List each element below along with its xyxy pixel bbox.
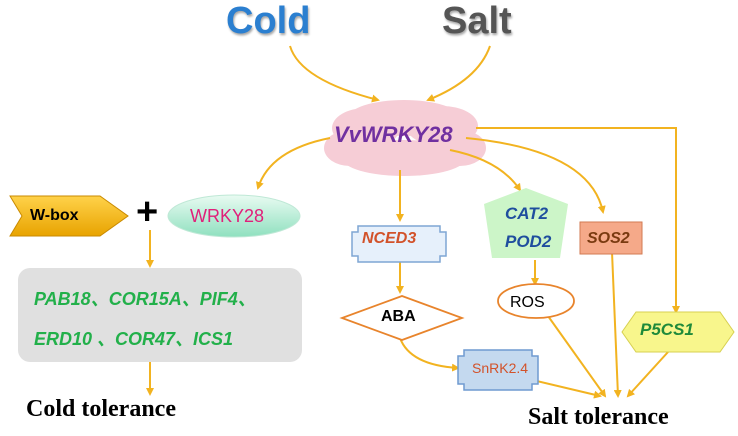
cold-stress-label: Cold <box>226 0 311 42</box>
arrow-ros-to-salt <box>547 315 607 398</box>
snrk-label: SnRK2.4 <box>472 360 529 376</box>
wbox-label: W-box <box>30 207 79 224</box>
pathway-arrows <box>146 45 680 399</box>
ros-label: ROS <box>510 294 545 311</box>
sos2-box <box>579 221 643 255</box>
salt-stress-label: Salt <box>442 0 512 42</box>
arrow-aba-to-snrk <box>399 337 460 372</box>
plus-sign: + <box>136 191 159 233</box>
sos2-label: SOS2 <box>587 230 630 247</box>
wrky28-label: WRKY28 <box>190 206 265 226</box>
wbox-arrow-shape <box>9 195 129 237</box>
cold-genes-line-1: PAB18、COR15A、PIF4、 <box>34 289 256 309</box>
nced3-box <box>351 225 447 263</box>
p5cs1-label: P5CS1 <box>640 320 694 339</box>
arrow-cold-to-cloud <box>289 45 380 103</box>
cold-genes-line-2: ERD10 、COR47、ICS1 <box>34 329 234 349</box>
cat2-label: CAT2 <box>505 204 549 223</box>
aba-label: ABA <box>381 308 416 325</box>
arrow-salt-to-cloud <box>426 45 491 102</box>
vvwrky28-label: VvWRKY28 <box>334 122 453 147</box>
snrk-box <box>457 349 539 391</box>
ros-ellipse <box>497 283 575 319</box>
cat2-pod2-pentagon <box>484 188 568 258</box>
gene-box <box>18 268 302 362</box>
wrky28-ellipse <box>167 194 301 238</box>
arrow-sos2-to-salt <box>611 251 622 398</box>
salt-tolerance-label: Salt tolerance <box>528 404 669 430</box>
nced3-label: NCED3 <box>362 230 417 247</box>
arrow-cloud-to-wrky28 <box>255 137 331 190</box>
cold-tolerance-label: Cold tolerance <box>26 396 176 422</box>
arrow-cloud-to-p5cs1 <box>476 127 680 314</box>
aba-diamond <box>339 295 465 341</box>
pod2-label: POD2 <box>505 232 552 251</box>
p5cs1-hexagon <box>621 311 735 353</box>
arrow-p5cs1-to-salt <box>626 351 669 398</box>
arrow-cloud-to-cat2 <box>449 149 522 192</box>
vvwrky28-cloud <box>324 100 486 176</box>
arrow-cloud-to-sos2 <box>465 137 606 214</box>
